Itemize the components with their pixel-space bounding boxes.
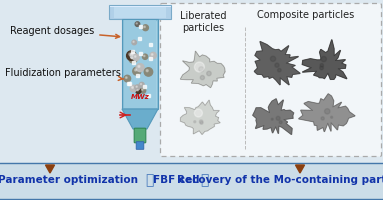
Bar xyxy=(139,25,142,28)
Circle shape xyxy=(195,109,203,117)
Circle shape xyxy=(275,63,279,67)
Circle shape xyxy=(321,117,324,120)
Circle shape xyxy=(142,25,149,31)
Circle shape xyxy=(126,77,127,78)
Circle shape xyxy=(278,68,281,72)
Circle shape xyxy=(133,41,134,42)
Polygon shape xyxy=(299,94,355,132)
Circle shape xyxy=(132,87,133,88)
Circle shape xyxy=(127,51,136,60)
FancyBboxPatch shape xyxy=(136,142,144,149)
Circle shape xyxy=(133,67,141,75)
Circle shape xyxy=(200,75,205,80)
Bar xyxy=(132,61,135,64)
Circle shape xyxy=(136,23,137,24)
Text: Reagent dosages: Reagent dosages xyxy=(10,26,119,38)
Circle shape xyxy=(324,109,330,114)
Circle shape xyxy=(135,22,140,26)
Circle shape xyxy=(195,62,205,72)
Text: Fluidization parameters: Fluidization parameters xyxy=(5,68,124,80)
Text: MWz: MWz xyxy=(131,94,149,100)
Circle shape xyxy=(140,88,146,93)
Circle shape xyxy=(276,116,280,120)
Polygon shape xyxy=(46,165,54,173)
Polygon shape xyxy=(122,109,158,129)
Polygon shape xyxy=(180,51,225,88)
FancyBboxPatch shape xyxy=(160,3,381,156)
Circle shape xyxy=(139,82,144,87)
Circle shape xyxy=(320,64,324,67)
Circle shape xyxy=(207,71,211,76)
Text: 》: 》 xyxy=(200,173,208,187)
Bar xyxy=(0,163,383,200)
Circle shape xyxy=(134,69,137,71)
Text: 《: 《 xyxy=(145,173,153,187)
Circle shape xyxy=(270,56,276,61)
Circle shape xyxy=(124,75,131,82)
Polygon shape xyxy=(253,99,294,135)
Polygon shape xyxy=(302,40,347,79)
Polygon shape xyxy=(124,20,156,108)
Circle shape xyxy=(141,83,142,85)
Circle shape xyxy=(144,68,153,76)
Polygon shape xyxy=(114,7,166,18)
FancyBboxPatch shape xyxy=(134,128,146,143)
Circle shape xyxy=(271,118,273,120)
Circle shape xyxy=(136,89,141,94)
Circle shape xyxy=(331,116,332,118)
Circle shape xyxy=(142,54,148,59)
Circle shape xyxy=(151,54,153,55)
Circle shape xyxy=(142,89,143,90)
Circle shape xyxy=(133,54,139,61)
Polygon shape xyxy=(109,5,171,19)
Bar xyxy=(138,37,141,40)
Bar xyxy=(149,43,152,46)
Circle shape xyxy=(200,120,203,123)
Polygon shape xyxy=(122,19,158,109)
Circle shape xyxy=(279,121,282,124)
Bar xyxy=(131,50,134,53)
Circle shape xyxy=(132,40,136,45)
Circle shape xyxy=(146,70,148,72)
Bar xyxy=(139,52,142,55)
Circle shape xyxy=(134,56,136,57)
Circle shape xyxy=(129,55,137,63)
Circle shape xyxy=(150,52,156,59)
Circle shape xyxy=(129,53,131,55)
Circle shape xyxy=(144,55,145,57)
Text: Liberated
particles: Liberated particles xyxy=(180,11,227,33)
Polygon shape xyxy=(180,100,220,134)
Bar xyxy=(128,82,131,85)
Circle shape xyxy=(132,54,133,56)
Circle shape xyxy=(138,65,140,67)
Circle shape xyxy=(321,56,326,62)
Text: Parameter optimization: Parameter optimization xyxy=(0,175,138,185)
Bar xyxy=(147,94,149,97)
Text: FBF cell: FBF cell xyxy=(153,175,199,185)
Bar xyxy=(143,85,146,88)
Text: Composite particles: Composite particles xyxy=(257,10,355,20)
Bar xyxy=(136,74,139,77)
Circle shape xyxy=(137,90,138,91)
Bar xyxy=(127,82,130,85)
Circle shape xyxy=(130,85,137,92)
Circle shape xyxy=(199,67,204,72)
Polygon shape xyxy=(254,42,300,85)
Circle shape xyxy=(194,121,196,123)
Circle shape xyxy=(136,86,137,87)
Circle shape xyxy=(320,66,323,70)
Circle shape xyxy=(144,26,145,28)
Circle shape xyxy=(130,53,136,59)
Circle shape xyxy=(135,85,140,90)
Circle shape xyxy=(131,57,133,59)
Circle shape xyxy=(136,64,144,72)
Text: Recovery of the Mo-containing particles: Recovery of the Mo-containing particles xyxy=(177,175,383,185)
Circle shape xyxy=(200,121,203,124)
Bar xyxy=(149,57,152,60)
Polygon shape xyxy=(296,165,304,173)
